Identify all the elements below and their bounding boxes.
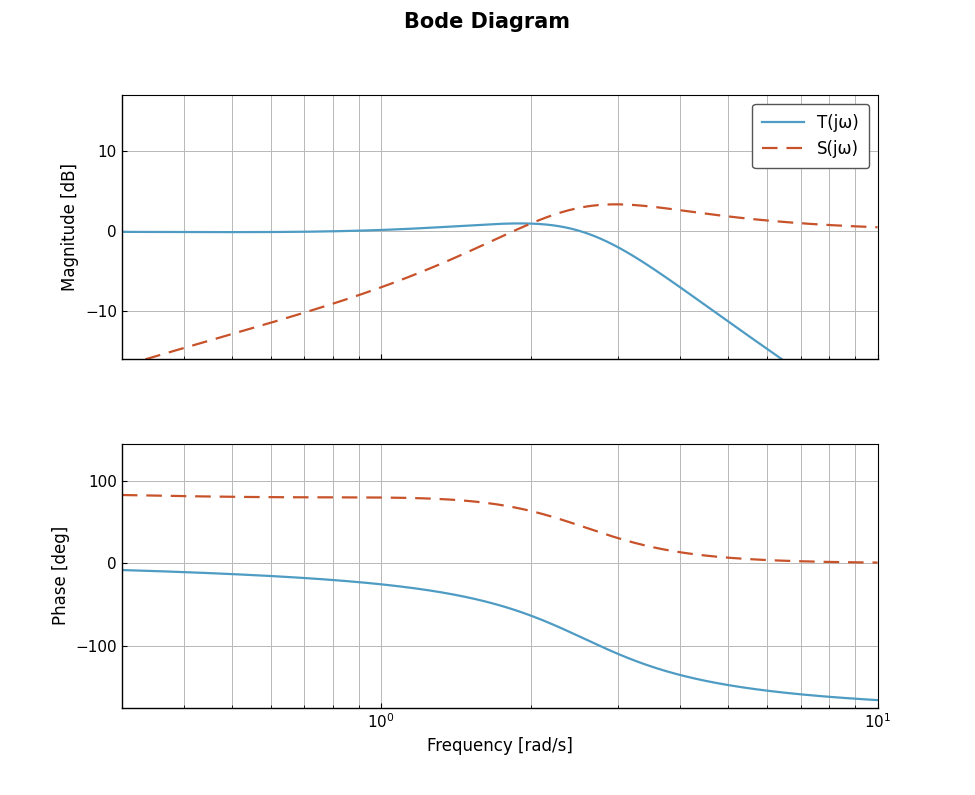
S(jω) [202,336,214,346]
Y-axis label: Magnitude [dB]: Magnitude [dB] [61,163,79,291]
T(jω) [439,222,450,231]
T(jω) [247,227,258,237]
S(jω) [776,217,788,227]
S(jω) [406,271,417,281]
Text: Bode Diagram: Bode Diagram [405,12,570,32]
S(jω) [872,223,883,232]
T(jω) [857,409,869,419]
Line: S(jω): S(jω) [122,204,878,366]
S(jω) [116,362,128,371]
X-axis label: Frequency [rad/s]: Frequency [rad/s] [427,737,572,754]
T(jω) [406,224,417,234]
T(jω) [116,227,128,237]
S(jω) [439,258,450,267]
Line: T(jω): T(jω) [122,223,878,425]
T(jω) [202,227,214,237]
Y-axis label: Phase [deg]: Phase [deg] [52,526,70,625]
T(jω) [872,420,883,429]
Legend: T(jω), S(jω): T(jω), S(jω) [752,103,869,168]
S(jω) [247,324,258,333]
T(jω) [514,219,526,228]
S(jω) [857,222,869,231]
T(jω) [776,355,788,364]
S(jω) [609,200,621,209]
